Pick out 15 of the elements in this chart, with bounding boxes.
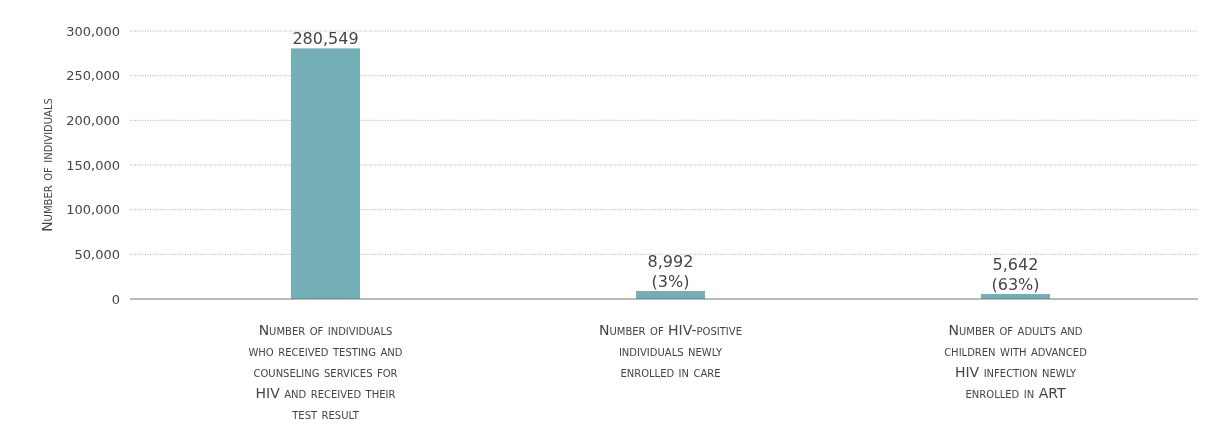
y-axis-title: Number of individuals [39,98,55,232]
data-label: 5,642 (63%) [991,254,1040,294]
y-tick-label: 50,000 [74,246,120,262]
x-tick-label: Number of individuals who received testing and counseling services for HIV and received their test result [248,322,403,422]
y-tick-label: 300,000 [66,23,120,39]
x-tick-label: Number of HIV-positive individuals newly enrolled in care [599,322,742,380]
data-label: 280,549 [292,29,359,49]
y-tick-label: 0 [111,291,120,307]
bar [291,48,360,299]
y-tick-label: 250,000 [66,68,120,84]
y-tick-label: 100,000 [66,202,120,218]
y-tick-label: 150,000 [66,157,120,173]
data-label: 8,992 (3%) [647,251,694,291]
y-tick-label: 200,000 [66,112,120,128]
x-tick-label: Number of adults and children with advanced HIV infection newly enrolled in ART [944,322,1088,401]
